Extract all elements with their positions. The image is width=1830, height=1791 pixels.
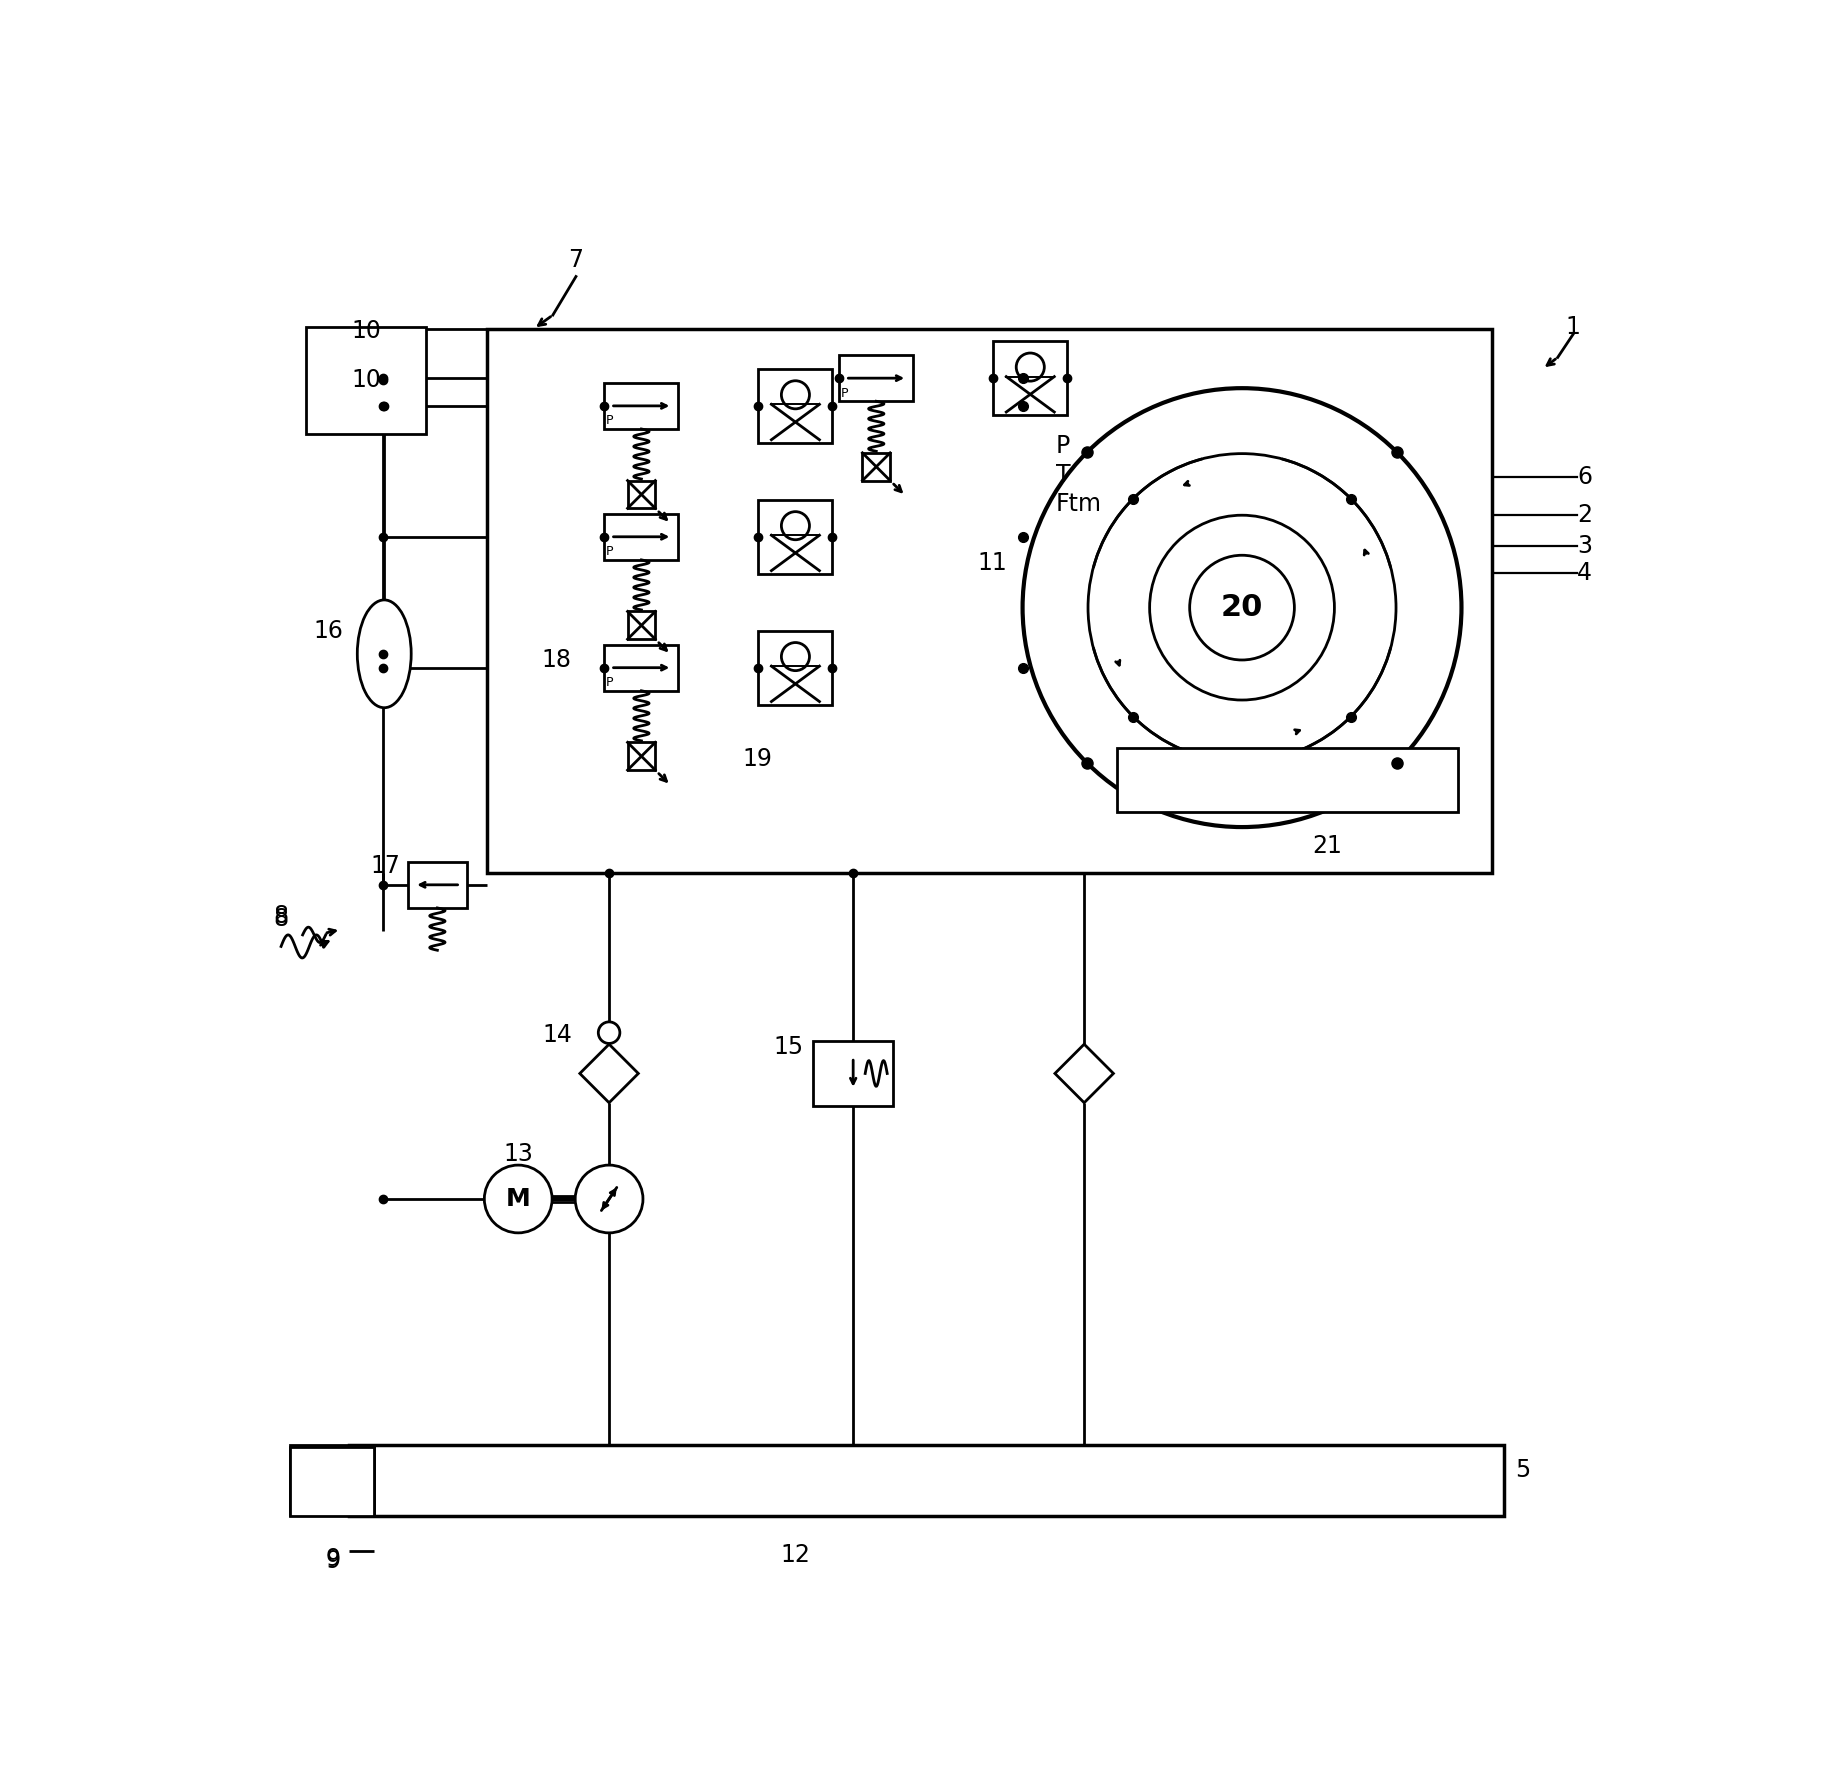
Circle shape	[485, 1166, 553, 1232]
Text: P: P	[606, 544, 613, 559]
Text: T: T	[1056, 464, 1071, 487]
Text: 7: 7	[569, 247, 584, 272]
Text: 11: 11	[977, 552, 1006, 575]
Bar	[487, 330, 1491, 874]
Text: 8: 8	[273, 904, 289, 928]
Text: 21: 21	[1312, 835, 1341, 858]
Text: P: P	[840, 387, 849, 399]
Text: 6: 6	[1577, 464, 1592, 489]
Text: 12: 12	[780, 1542, 811, 1567]
Text: M: M	[505, 1187, 531, 1211]
Circle shape	[1023, 389, 1462, 827]
Text: 8: 8	[273, 908, 289, 931]
Bar	[628, 611, 655, 639]
Circle shape	[575, 1166, 642, 1232]
Bar	[306, 326, 426, 435]
Bar	[994, 342, 1067, 416]
Text: 13: 13	[503, 1143, 533, 1166]
Text: 4: 4	[1577, 561, 1592, 586]
Bar	[408, 861, 467, 908]
Circle shape	[1016, 353, 1045, 381]
Text: 2: 2	[1577, 503, 1592, 527]
Text: 20: 20	[1221, 593, 1263, 621]
Bar	[604, 383, 679, 430]
Text: 10: 10	[351, 319, 381, 342]
Text: 1: 1	[1566, 315, 1581, 338]
Text: P: P	[1056, 433, 1071, 458]
Ellipse shape	[357, 600, 412, 707]
Bar	[813, 1041, 893, 1105]
Bar	[1118, 749, 1459, 811]
Bar	[350, 1445, 1504, 1517]
Circle shape	[1089, 453, 1396, 761]
Text: 3: 3	[1577, 534, 1592, 559]
Bar	[289, 1447, 375, 1517]
Text: 17: 17	[370, 854, 401, 878]
Text: Ftm: Ftm	[1056, 493, 1102, 516]
Circle shape	[1190, 555, 1294, 659]
Text: 5: 5	[1515, 1458, 1530, 1481]
Circle shape	[781, 643, 809, 670]
Bar	[840, 355, 913, 401]
Polygon shape	[1054, 1044, 1113, 1103]
Bar	[758, 500, 833, 573]
Bar	[862, 453, 889, 480]
Text: 14: 14	[542, 1023, 573, 1048]
Text: 9: 9	[326, 1549, 340, 1572]
Circle shape	[781, 381, 809, 408]
Bar	[758, 369, 833, 442]
Circle shape	[1149, 516, 1334, 700]
Text: 15: 15	[772, 1035, 803, 1058]
Bar	[604, 645, 679, 691]
Bar	[289, 1445, 375, 1515]
Circle shape	[781, 512, 809, 539]
Text: P: P	[606, 677, 613, 690]
Text: 16: 16	[313, 618, 344, 643]
Text: 19: 19	[741, 747, 772, 770]
Circle shape	[598, 1023, 620, 1044]
Text: 10: 10	[351, 369, 381, 392]
Text: P: P	[606, 414, 613, 428]
Bar	[758, 630, 833, 704]
Text: 18: 18	[542, 648, 571, 672]
Bar	[628, 480, 655, 509]
Bar	[628, 743, 655, 770]
Bar	[604, 514, 679, 561]
Polygon shape	[580, 1044, 639, 1103]
Text: 9: 9	[326, 1547, 340, 1571]
